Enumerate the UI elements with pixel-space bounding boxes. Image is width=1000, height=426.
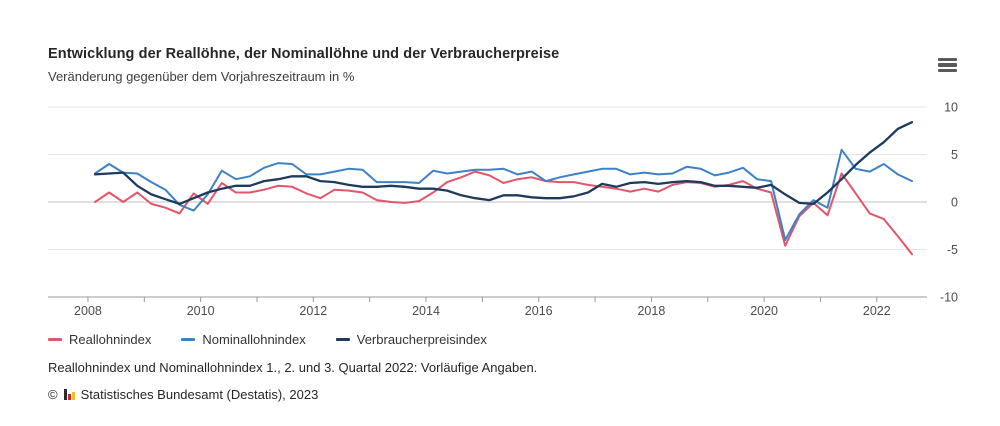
chart-header: Entwicklung der Reallöhne, der Nominallö…: [48, 46, 559, 84]
legend-label: Reallohnindex: [69, 332, 152, 347]
y-axis-label: 0: [951, 196, 958, 210]
chart-legend: Reallohnindex Nominallohnindex Verbrauch…: [48, 332, 487, 347]
series-line-verbraucherpreisindex: [93, 121, 914, 206]
legend-label: Verbraucherpreisindex: [356, 332, 487, 347]
chart-subtitle: Veränderung gegenüber dem Vorjahreszeitr…: [48, 69, 355, 84]
x-axis-label: 2018: [637, 304, 665, 318]
hamburger-bar: [938, 57, 957, 62]
copyright-text: Statistisches Bundesamt (Destatis), 2023: [80, 387, 319, 402]
x-axis-label: 2016: [525, 304, 553, 318]
y-axis-label: 10: [944, 101, 958, 115]
legend-item-verbraucherpreisindex[interactable]: Verbraucherpreisindex: [335, 332, 487, 347]
y-axis-label: -5: [947, 243, 958, 257]
legend-item-nominallohnindex[interactable]: Nominallohnindex: [181, 332, 306, 347]
legend-item-reallohnindex[interactable]: Reallohnindex: [48, 332, 151, 347]
x-axis-label: 2010: [187, 304, 215, 318]
x-axis-label: 2020: [750, 304, 778, 318]
legend-label: Nominallohnindex: [202, 332, 306, 347]
destatis-bar-chart-icon: [63, 389, 75, 400]
series-line-reallohnindex: [94, 170, 913, 256]
x-axis-label: 2014: [412, 304, 440, 318]
chart-title: Entwicklung der Reallöhne, der Nominallö…: [48, 46, 560, 62]
hamburger-menu-icon[interactable]: [938, 56, 960, 74]
hamburger-bar: [938, 63, 957, 67]
nominallohnindex-line-marker: [181, 338, 196, 341]
y-axis-label: 5: [951, 148, 958, 162]
reallohnindex-line-marker: [48, 338, 62, 341]
y-axis-label: -10: [940, 291, 958, 305]
x-axis-label: 2012: [299, 304, 327, 318]
verbraucherpreisindex-line-marker: [335, 338, 350, 341]
hamburger-bar: [938, 68, 957, 73]
x-axis-label: 2022: [863, 304, 891, 318]
copyright-line: © Statistisches Bundesamt (Destatis), 20…: [48, 387, 318, 402]
chart-footnote: Reallohnindex und Nominallohnindex 1., 2…: [48, 360, 538, 375]
copyright-symbol: ©: [48, 387, 58, 402]
series-line-nominallohnindex: [94, 148, 913, 241]
x-axis-label: 2008: [74, 304, 102, 318]
